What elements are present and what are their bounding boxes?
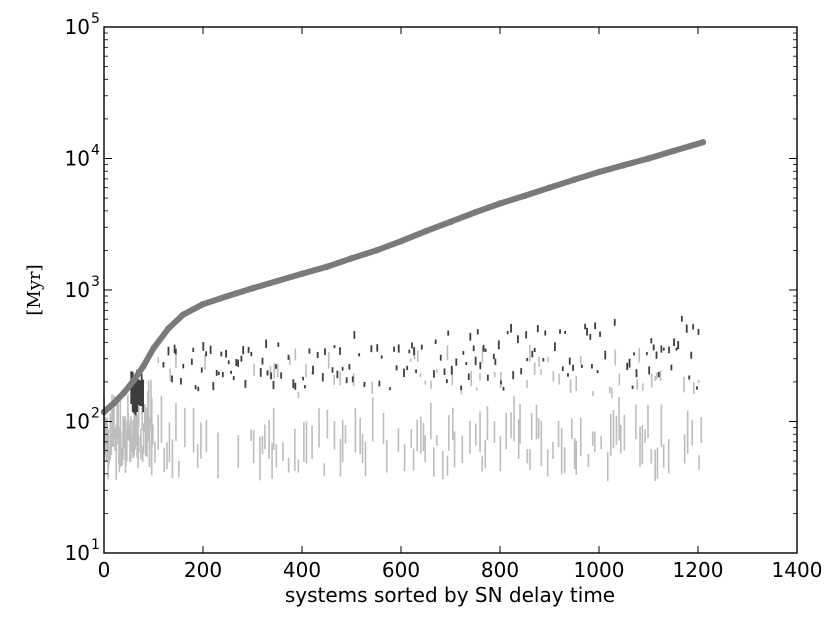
delay-time-point: [496, 200, 504, 207]
y-tick-label: 10: [65, 147, 90, 171]
delay-time-point: [110, 399, 118, 407]
delay-time-point: [571, 176, 578, 183]
y-axis-label: [Myr]: [24, 264, 45, 315]
y-tick-label: 10: [65, 278, 90, 302]
x-tick-label: 600: [382, 558, 420, 582]
delay-time-point: [595, 168, 603, 176]
y-tick-exponent: 5: [91, 11, 100, 27]
delay-time-point: [422, 227, 429, 235]
delay-time-point: [274, 277, 281, 285]
delay-time-point: [546, 184, 553, 191]
x-tick-label: 1000: [574, 558, 625, 582]
delay-time-point: [521, 192, 528, 200]
y-tick-label: 10: [65, 541, 90, 565]
delay-time-point: [699, 139, 707, 146]
delay-time-point: [224, 292, 231, 300]
delay-time-point: [120, 389, 128, 397]
axes-frame: [103, 26, 798, 554]
delay-time-point: [323, 263, 330, 271]
delay-time-point: [130, 377, 137, 384]
x-tick-label: 800: [481, 558, 519, 582]
plot-area: [100, 139, 707, 482]
delay-time-point: [298, 270, 306, 277]
delay-time-point: [447, 218, 454, 226]
delay-time-point: [373, 247, 380, 254]
x-tick-label: 1200: [673, 558, 724, 582]
x-tick-label: 200: [184, 558, 222, 582]
delay-time-point: [397, 238, 405, 245]
y-tick-label: 10: [65, 15, 90, 39]
delay-time-point: [199, 300, 207, 308]
delay-time-point: [140, 362, 147, 370]
x-axis-label: systems sorted by SN delay time: [285, 583, 615, 607]
x-tick-label: 0: [98, 558, 111, 582]
delay-time-point: [180, 311, 187, 318]
delay-time-point: [249, 285, 256, 292]
delay-time-point: [670, 147, 677, 155]
delay-time-point: [150, 345, 157, 352]
delay-time-point: [620, 161, 627, 169]
delay-time-point: [472, 209, 479, 216]
x-tick-label: 1400: [772, 558, 823, 582]
delay-time-point: [348, 255, 355, 262]
x-tick-label: 400: [283, 558, 321, 582]
delay-time-point: [165, 325, 172, 332]
delay-time-point: [645, 155, 652, 162]
y-tick-exponent: 1: [91, 537, 100, 553]
y-tick-exponent: 2: [91, 406, 100, 422]
y-tick-exponent: 3: [91, 274, 100, 290]
y-tick-label: 10: [65, 410, 90, 434]
y-tick-exponent: 4: [91, 143, 100, 159]
